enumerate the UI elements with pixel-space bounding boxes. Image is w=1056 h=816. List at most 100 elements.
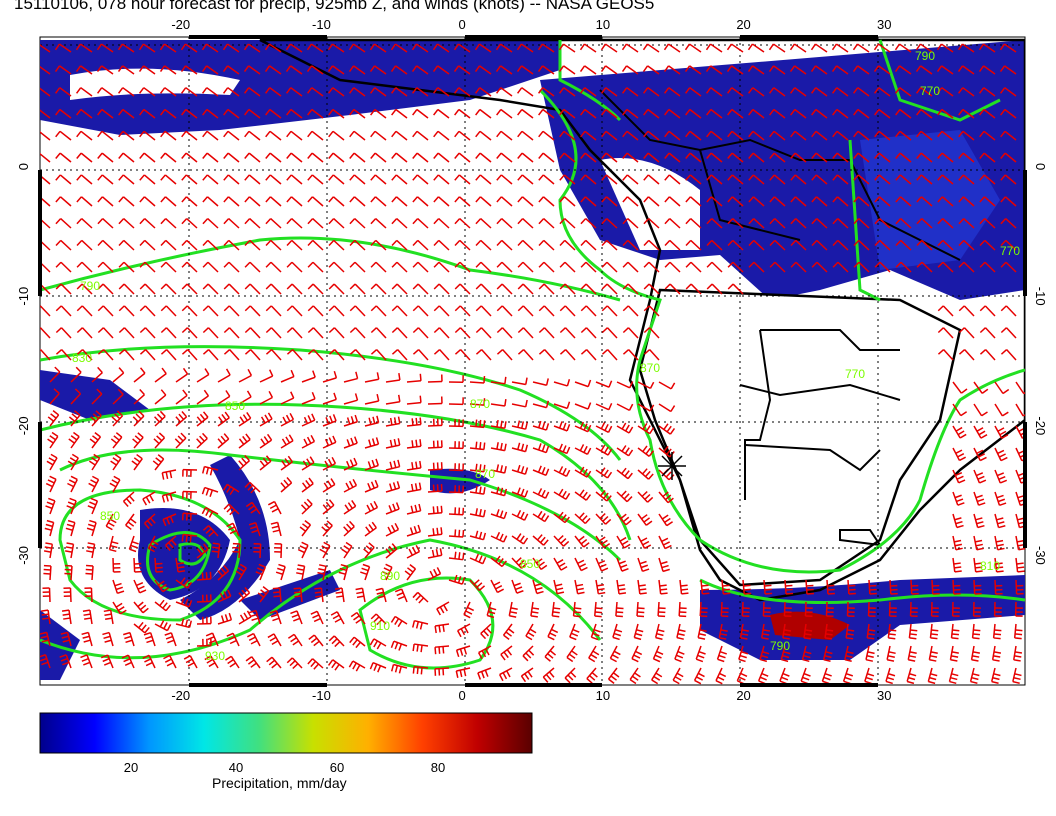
wind-barb [532,557,548,571]
wind-barb [469,553,487,565]
wind-barb [117,65,135,75]
wind-barb [810,87,828,97]
wind-barb [222,65,240,75]
wind-barb [55,327,72,339]
lon-tick-label: 30 [877,17,891,32]
wind-barb [343,478,358,493]
wind-barb [64,564,73,581]
wind-barb [496,152,513,163]
wind-barb [790,130,807,141]
wind-barb [75,43,93,53]
wind-barb [223,349,240,361]
wind-barb [259,390,274,405]
wind-barb [973,425,988,439]
wind-barb [697,623,707,640]
wind-barb [123,631,135,647]
wind-barb [530,601,540,618]
wind-barb [68,410,81,427]
lat-tick-label: -20 [16,416,31,435]
wind-barb [248,521,261,537]
wind-barb [679,579,689,595]
wind-barb [676,623,686,640]
wind-barb [364,437,380,449]
wind-barb [265,327,282,339]
wind-barb [286,130,303,141]
wind-barb [580,174,597,185]
wind-barb [88,475,100,493]
wind-barb [55,349,72,361]
wind-barb [517,196,534,207]
wind-barb [280,477,293,493]
wind-barb [738,645,749,663]
wind-barb [716,645,727,663]
wind-barb [267,633,282,647]
wind-barb [286,108,303,119]
wind-barb [328,635,345,648]
wind-barb [162,513,177,527]
wind-barb [222,483,240,496]
wind-barb [44,519,55,537]
wind-barb [474,87,492,97]
wind-barb [564,667,577,684]
wind-barb [139,261,156,273]
wind-barb [412,619,429,630]
wind-barb [937,327,954,339]
wind-barb [433,349,450,361]
wind-barb [223,196,240,207]
wind-barb [664,239,681,251]
wind-barb [411,65,429,75]
wind-barb [705,43,723,53]
wind-barb [265,108,282,119]
wind-barb [511,579,524,594]
wind-barb [542,667,555,683]
wind-barb [433,327,450,339]
wind-barb [906,667,917,685]
wind-barb [390,640,408,651]
lat-ticks-right: 0 -10 -20 -30 [1033,163,1048,565]
wind-barb [664,174,681,185]
wind-barb [265,239,282,251]
wind-barb [385,416,401,427]
contour-label: 790 [80,279,100,293]
wind-barb [937,261,954,273]
wind-barb [780,645,791,663]
wind-barb [559,196,576,207]
wind-barb [286,349,303,361]
wind-barb [609,645,621,663]
wind-barb [1000,327,1017,339]
wind-barb [895,152,912,163]
contour-label: 790 [915,49,935,63]
wind-barb [811,152,828,163]
wind-barb [621,65,639,75]
wind-barb [163,654,177,669]
wind-barb [244,349,261,361]
wind-barb [202,283,219,295]
wind-barb [280,412,295,427]
wind-barb [490,509,508,520]
wind-barb [139,218,156,229]
wind-barb [40,327,51,339]
contour-label: 770 [1000,244,1020,258]
wind-barb [286,657,303,670]
wind-barb [97,196,114,207]
wind-barb [139,283,156,295]
wind-barb [475,152,492,163]
wind-barb [61,609,72,625]
wind-barb [54,43,72,53]
wind-barbs [40,43,1025,685]
wind-barb [370,108,387,119]
wind-barb [306,43,324,53]
wind-barb [490,376,507,385]
wind-barb [349,196,366,207]
wind-barb [454,239,471,251]
wind-barb [971,623,981,640]
wind-barb [469,579,486,592]
wind-barb [894,65,912,75]
wind-barb [90,410,102,427]
wind-barb [559,349,576,361]
wind-barb [684,43,702,53]
wind-barb [265,152,282,163]
wind-barb [553,557,568,571]
wind-barb [370,239,387,251]
wind-barb [142,654,156,669]
